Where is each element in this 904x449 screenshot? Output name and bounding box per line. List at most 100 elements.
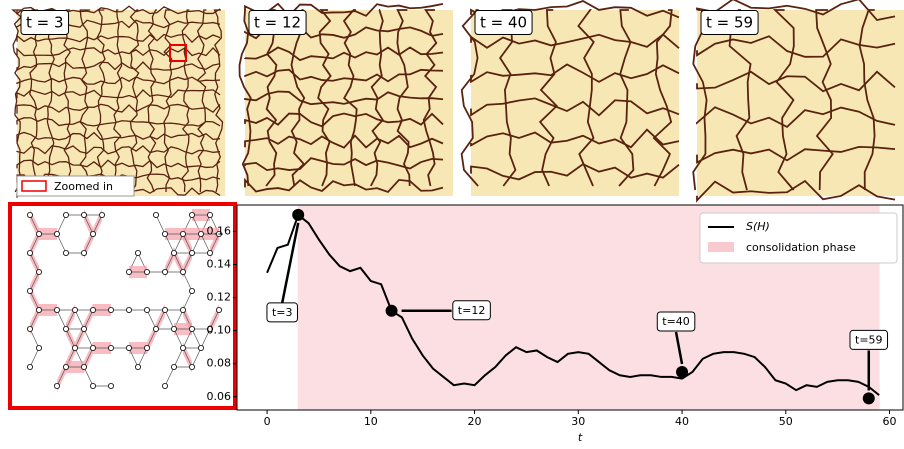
node [108,306,115,313]
annotation-box [266,302,298,323]
crack [129,9,140,193]
annotation-box [849,329,889,350]
label-box [700,10,759,35]
edge [83,347,94,368]
edge [164,366,175,387]
crack [772,9,795,191]
crack [16,145,221,155]
node [26,325,33,332]
crack [342,9,358,187]
node [90,230,97,237]
node [206,211,213,218]
edge [173,252,184,273]
edge [29,214,40,235]
crack [196,9,207,193]
legend-label: Zoomed in [54,180,113,193]
node [188,287,195,294]
crack [146,9,157,193]
node [63,211,70,218]
node [170,249,177,256]
annotation-box [452,300,491,321]
node [90,306,97,313]
node [36,344,43,351]
edge [191,347,202,368]
crack [244,112,444,128]
node [90,344,97,351]
edge [29,328,40,349]
node [152,211,159,218]
edge [128,347,139,368]
node [81,211,88,218]
crack [181,9,190,193]
crack [244,68,444,83]
annotation-label: t=59 [855,333,883,346]
edge [182,271,193,292]
edge [74,328,85,349]
edge [56,366,67,387]
node [26,287,33,294]
crack [96,9,106,193]
edge [65,309,76,330]
edge [182,290,193,311]
highlight-point [676,365,689,378]
crack [16,103,221,114]
edge [164,309,175,330]
node [170,325,177,332]
chart: 0 10 20 30 40 50 60 0.06 0.08 0.10 0.12 0.14 0.16 t t=… [207,204,904,444]
x-tick-label: 40 [675,415,689,428]
node [161,382,168,389]
x-tick-label: 20 [468,415,482,428]
x-axis-label: t [578,431,583,444]
edge [146,309,157,330]
panel-label: t = 40 [480,14,527,32]
node [36,306,43,313]
edge [173,328,184,349]
crack [815,9,834,191]
edge [200,328,211,349]
node [81,249,88,256]
label-box [474,10,533,35]
plot-frame [236,204,904,411]
highlight-point [385,304,398,317]
node [36,268,43,275]
node [161,268,168,275]
edge [191,233,202,254]
crack-images: t = 3 t = 12 t = 40 t = 59 Zoomed in [11,0,904,203]
node [179,268,186,275]
crack [696,145,896,164]
node [26,249,33,256]
edge [155,309,166,330]
legend-swatch [21,180,47,192]
crack [317,9,332,187]
legend-frame [699,212,898,264]
crack [470,128,680,149]
crack [16,117,221,127]
edge [83,309,94,330]
node [54,382,61,389]
edge [146,328,157,349]
node [54,306,61,313]
x-tick-label: 10 [364,415,378,428]
node [99,211,106,218]
crack [370,9,384,187]
node [26,363,33,370]
node [54,230,61,237]
edge [137,347,148,368]
node [152,325,159,332]
crack [244,177,444,194]
node [197,344,204,351]
node [179,230,186,237]
panel-label: t = 12 [254,14,301,32]
edge [56,233,67,254]
crack [16,33,221,44]
edge [83,328,94,349]
crack [396,9,411,187]
edge [83,214,94,235]
annotation-label: t=3 [272,306,293,319]
node [215,306,222,313]
node [36,230,43,237]
node [26,211,33,218]
node [72,306,79,313]
crack [470,33,680,49]
crack [244,46,444,62]
